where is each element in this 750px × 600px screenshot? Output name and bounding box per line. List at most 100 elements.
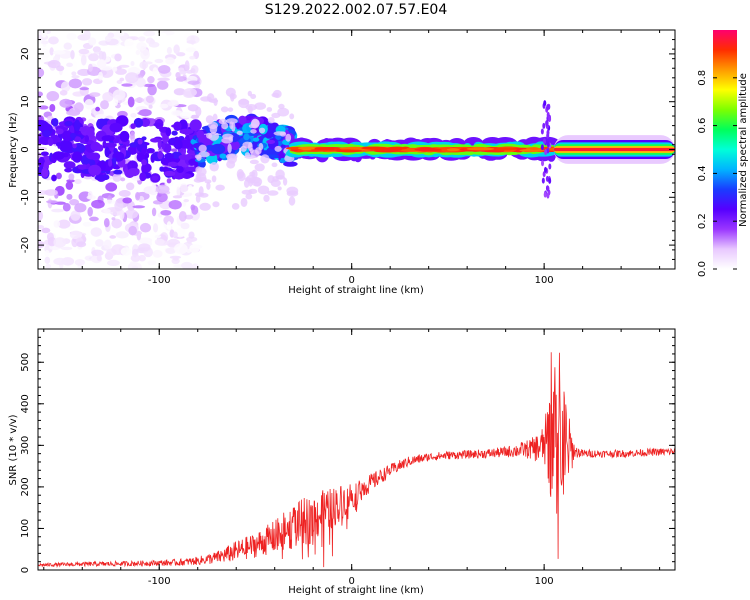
spectrogram-blob (57, 219, 71, 229)
spectrogram-blob (220, 106, 229, 113)
snr-x-tick-label: 0 (349, 576, 355, 587)
spectrogram-blob (168, 200, 182, 210)
spectrogram-blob (181, 261, 193, 269)
spectrogram-blob (194, 154, 202, 159)
spectrogram-blob (150, 137, 161, 143)
spectrogram-blob (74, 102, 84, 113)
spectrogram-blob (184, 166, 198, 172)
spectrogram-blob (189, 55, 196, 60)
spectrogram-blob (240, 197, 248, 207)
spectrogram-blob (54, 201, 66, 205)
spectrogram-blob (271, 162, 278, 168)
spectrogram-blob (103, 218, 110, 228)
spectrogram-blob (258, 143, 264, 151)
spectrogram-blob (112, 89, 126, 101)
spectrogram-blob (108, 158, 113, 167)
spectrogram-blob (71, 75, 80, 79)
spectrogram-blob (125, 182, 135, 191)
spectrogram-band-segment (466, 147, 495, 151)
spectrogram-blob (156, 80, 169, 90)
spectrogram-blob (543, 138, 547, 145)
spectrogram-blob (74, 119, 81, 132)
spectrogram-blob (51, 174, 57, 182)
spectrogram-x-tick-label: -100 (148, 275, 171, 286)
spectrogram-x-label: Height of straight line (km) (288, 285, 424, 296)
spectrogram-blob (189, 244, 200, 254)
spectrogram-blob (221, 137, 233, 144)
spectrogram-blob (179, 128, 194, 135)
spectrogram-blob (215, 184, 225, 191)
spectrogram-blob (38, 91, 43, 97)
spectrogram-blob (103, 142, 117, 148)
spectrogram-blob (59, 98, 73, 108)
spectrogram-blob (147, 75, 155, 84)
spectrogram-blob (101, 135, 115, 142)
spectrogram-blob (190, 204, 196, 211)
spectrogram-blob (272, 89, 282, 99)
spectrogram-blob (257, 185, 270, 195)
spectrogram-blob (231, 202, 240, 210)
spectrogram-blob (267, 190, 279, 196)
spectrogram-blob (106, 259, 120, 267)
spectrogram-blob (238, 99, 250, 105)
spectrogram-blob (40, 48, 47, 52)
snr-y-tick-label: 500 (20, 353, 31, 372)
snr-y-ticks: 0 100 200 300 400 500 (20, 328, 675, 573)
spectrogram-blob (285, 133, 292, 142)
spectrogram-blob (135, 50, 141, 56)
spectrogram-blob (112, 173, 122, 182)
spectrogram-blob (124, 38, 135, 49)
spectrogram-blob (134, 97, 145, 103)
spectrogram-blob (541, 177, 545, 184)
spectrogram-blob (210, 143, 226, 155)
spectrogram-blob (146, 147, 155, 154)
spectrogram-blob (175, 71, 181, 79)
spectrogram-blob (187, 80, 200, 85)
spectrogram-blob (138, 243, 151, 252)
spectrogram-band-segment (335, 149, 363, 153)
spectrogram-blob (154, 58, 164, 64)
spectrogram-blob (88, 63, 93, 72)
spectrogram-blob (227, 143, 232, 154)
spectrogram-blob (186, 70, 194, 74)
spectrogram-blob (111, 217, 116, 221)
spectrogram-blob (103, 199, 116, 205)
spectrogram-blob (151, 207, 157, 217)
spectrogram-blob (44, 189, 58, 196)
spectrogram-blob (167, 100, 180, 107)
spectrogram-blob (97, 144, 104, 152)
spectrogram-blob (42, 129, 51, 138)
spectrogram-blob (78, 48, 90, 55)
spectrogram-blob (279, 131, 287, 137)
spectrogram-blob (46, 91, 60, 102)
spectrogram-blob (165, 247, 176, 254)
spectrogram-blob (104, 35, 112, 42)
spectrogram-blob (194, 192, 205, 197)
spectrogram-blob (119, 209, 125, 220)
spectrogram-blob (183, 198, 190, 203)
spectrogram-blob (95, 106, 100, 112)
colorbar-tick-label: 0.4 (697, 165, 708, 181)
spectrogram-blob (133, 117, 144, 128)
spectrogram-blob (161, 142, 166, 150)
spectrogram-blob (88, 37, 97, 46)
spectrogram-blob (546, 185, 550, 192)
spectrogram-blob (143, 83, 156, 88)
spectrogram-blob (195, 166, 202, 174)
spectrogram-blob (72, 143, 77, 149)
spectrogram-blob (139, 61, 149, 69)
spectrogram-blob (242, 141, 253, 149)
spectrogram-blob (252, 137, 260, 142)
spectrogram-blob (282, 177, 288, 186)
colorbar-label: Normalized spectral amplitude (738, 73, 749, 227)
spectrogram-blob (53, 237, 67, 248)
spectrogram-blob (71, 151, 83, 163)
colorbar: 0.0 0.2 0.4 0.6 0.8 Normalized spectral ampl… (697, 30, 749, 277)
spectrogram-blob (173, 256, 179, 261)
spectrogram-blob (136, 41, 147, 51)
spectrogram-blob (110, 31, 125, 37)
spectrogram-blob (155, 184, 170, 194)
spectrogram-blob (196, 129, 205, 140)
spectrogram-blob (246, 174, 257, 184)
spectrogram-blob (148, 41, 160, 48)
